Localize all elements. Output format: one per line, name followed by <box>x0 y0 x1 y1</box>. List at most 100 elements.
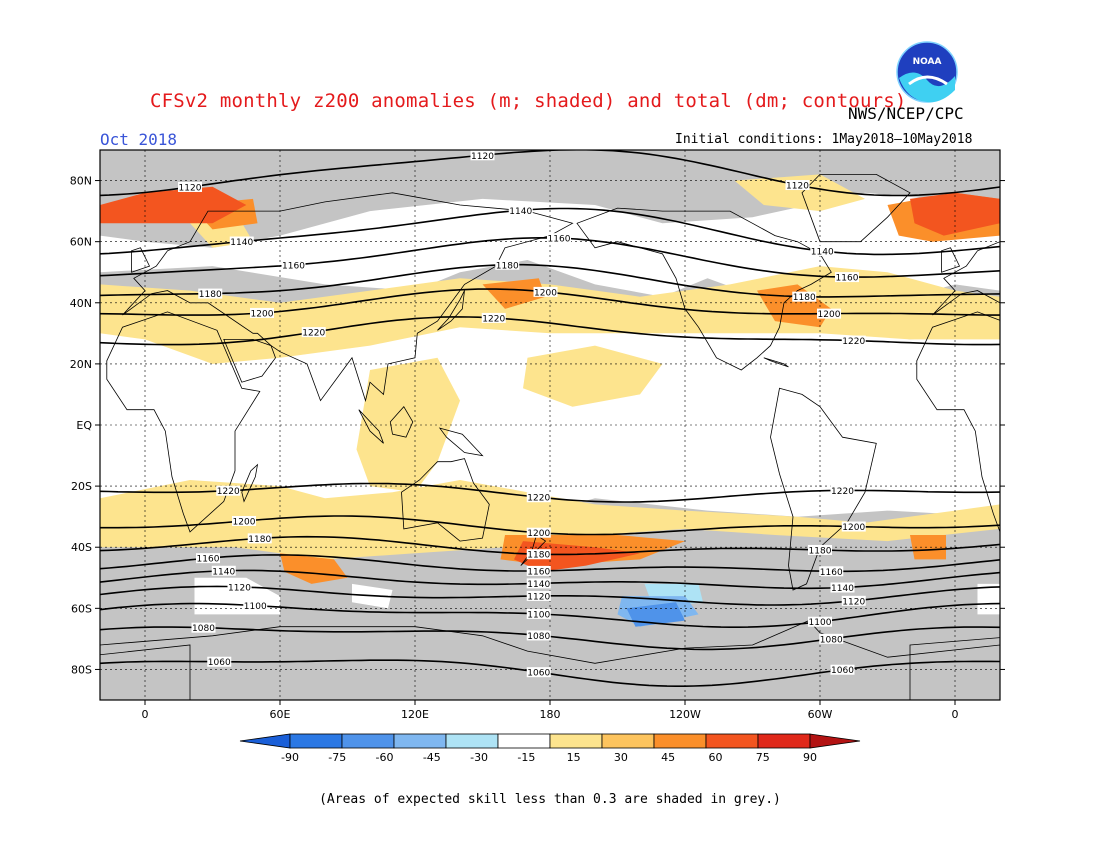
colorbar-segment <box>445 733 499 749</box>
contour-label: 1220 <box>217 487 240 497</box>
contour-label: 1060 <box>831 666 854 676</box>
contour-label-bg <box>819 566 844 577</box>
shade-region <box>356 357 460 493</box>
lat-label: 60N <box>70 236 92 249</box>
coastline <box>100 620 1000 700</box>
contour-label: 1180 <box>199 290 222 300</box>
contour-label: 1220 <box>831 487 854 497</box>
contour-label-bg <box>198 288 223 299</box>
contour-label: 1120 <box>179 183 202 193</box>
contour-label-bg <box>533 286 558 297</box>
contour-label-bg <box>229 236 254 247</box>
contour-label: 1200 <box>842 523 865 533</box>
contour-label: 1180 <box>793 293 816 303</box>
shade-region <box>523 345 663 407</box>
coastline <box>1052 465 1068 502</box>
shade-region <box>100 150 1000 248</box>
contour-label-bg <box>526 565 551 576</box>
contour-label-bg <box>808 616 832 627</box>
colorbar-label: -90 <box>281 751 299 764</box>
contour-label-bg <box>216 485 241 496</box>
colorbar-segment <box>497 733 551 749</box>
contour-label: 1160 <box>820 568 843 578</box>
coastline <box>0 388 66 590</box>
contour-label-bg <box>830 582 855 593</box>
contour-label-bg <box>835 272 859 283</box>
svg-text:NOAA: NOAA <box>913 57 942 67</box>
contour-label-bg <box>526 492 551 503</box>
contour-label-bg <box>808 544 832 555</box>
lon-label: 60W <box>808 708 833 721</box>
shade-region <box>482 278 546 309</box>
contour-label: 1140 <box>811 248 834 258</box>
contour-label-bg <box>526 578 551 589</box>
contour-label: 1160 <box>527 567 550 577</box>
contour-label: 1160 <box>282 261 305 271</box>
contour-label-bg <box>785 180 810 191</box>
coastline <box>100 644 191 700</box>
contour-label-bg <box>247 533 272 544</box>
contour-label: 1060 <box>208 658 231 668</box>
colorbar-label: -75 <box>328 751 346 764</box>
contour-label: 1120 <box>786 182 809 192</box>
lat-label: 20N <box>70 358 92 371</box>
contour-label: 1160 <box>836 274 859 284</box>
contour-label: 1180 <box>527 551 550 561</box>
lon-label: 120W <box>669 708 701 721</box>
contour-label: 1160 <box>548 235 571 245</box>
contour-label: 1220 <box>302 329 325 339</box>
longitude-labels: 0 60E 120E 180 120W 60W 0 <box>142 708 959 721</box>
lat-label: 20S <box>71 480 92 493</box>
contour-label: 1080 <box>192 624 215 634</box>
contour-label-bg <box>250 307 274 318</box>
contour-label-bg <box>191 622 216 633</box>
colorbar-segment <box>757 733 811 749</box>
skill-footnote: (Areas of expected skill less than 0.3 a… <box>319 792 781 807</box>
contour-label-bg <box>508 205 533 216</box>
contour-label: 1060 <box>527 669 550 679</box>
colorbar-segment <box>705 733 759 749</box>
contour-line <box>100 263 1000 298</box>
shade-region <box>280 553 348 584</box>
lat-label: 60S <box>71 602 92 615</box>
initial-conditions: Initial conditions: 1May2018–10May2018 <box>675 132 973 147</box>
contour-label-bg <box>526 630 551 641</box>
contour-label-bg <box>817 308 841 319</box>
contour-label-bg <box>526 590 551 601</box>
coastline <box>438 427 484 457</box>
lat-label: 80S <box>71 663 92 676</box>
contour-label-bg <box>281 259 306 270</box>
coastline <box>106 311 261 533</box>
contour-label: 1140 <box>212 567 235 577</box>
coastline <box>122 192 574 403</box>
chart-title: CFSv2 monthly z200 anomalies (m; shaded)… <box>150 90 907 112</box>
contour-label: 1160 <box>197 555 220 565</box>
colorbar-label: -30 <box>470 751 488 764</box>
latitude-labels: 80N 60N 40N 20N EQ 20S 40S 60S 80S <box>70 175 93 677</box>
contour-label-bg <box>178 181 202 192</box>
contour-label-bg <box>841 595 866 606</box>
contour-label: 1120 <box>228 583 251 593</box>
shade-region <box>734 174 865 212</box>
colorbar-segment <box>653 733 707 749</box>
contour-label-bg <box>495 259 520 270</box>
colorbar-label: 60 <box>708 751 722 764</box>
contour-label-bg <box>841 335 866 346</box>
contour-label-bg <box>526 549 551 560</box>
colorbar-label: 45 <box>661 751 675 764</box>
colorbar-arrow-right <box>809 733 861 749</box>
colorbar: -90 -75 -60 -45 -30 -15 15 30 45 60 75 90 <box>239 733 861 764</box>
colorbar-segment <box>341 733 395 749</box>
coastline <box>401 458 490 542</box>
contour-label-bg <box>830 485 855 496</box>
contour-label: 1180 <box>248 535 271 545</box>
coastline <box>941 247 961 273</box>
colorbar-label: -45 <box>423 751 441 764</box>
colorbar-label: 90 <box>803 751 817 764</box>
coastline <box>0 208 21 370</box>
shade-region <box>910 535 946 560</box>
lat-label: 40N <box>70 297 92 310</box>
contour-label: 1100 <box>809 618 832 628</box>
contour-label-bg <box>792 291 817 302</box>
